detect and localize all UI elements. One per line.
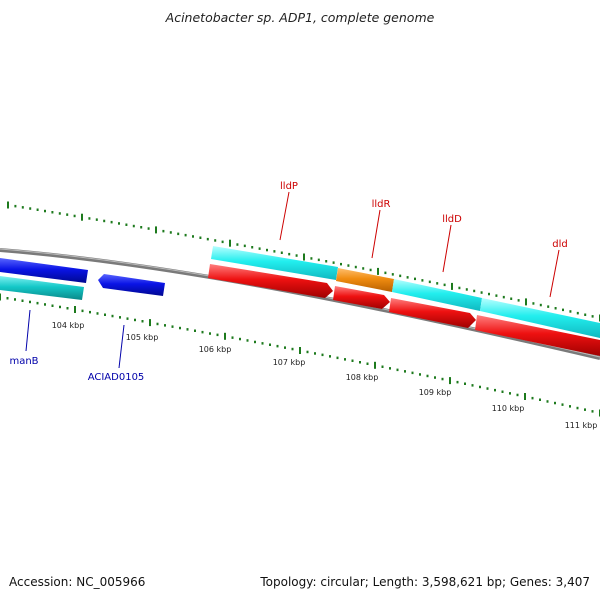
scale-label-109kbp: 109 kbp bbox=[419, 388, 452, 397]
leader-lldP bbox=[279, 191, 290, 241]
scale-label-107kbp: 107 kbp bbox=[273, 358, 306, 367]
gene-feature-lldD-cyan bbox=[392, 279, 482, 311]
scale-label-106kbp: 106 kbp bbox=[199, 345, 232, 354]
gene-feature-aciad0105 bbox=[98, 274, 165, 296]
scale-label-111kbp: 111 kbp bbox=[565, 421, 598, 430]
gene-feature-red-1 bbox=[208, 264, 333, 298]
gene-feature-teal-manB bbox=[0, 276, 84, 300]
gene-feature-lldR-orange bbox=[336, 268, 394, 292]
scale-label-108kbp: 108 kbp bbox=[346, 373, 379, 382]
gene-label-lldD: lldD bbox=[442, 214, 462, 225]
scale-label-110kbp: 110 kbp bbox=[492, 404, 525, 413]
scale-label-105kbp: 105 kbp bbox=[126, 333, 159, 342]
outer-tick-row bbox=[7, 201, 600, 322]
gene-label-lldR: lldR bbox=[372, 199, 391, 210]
gene-label-aciad0105: ACIAD0105 bbox=[88, 372, 145, 383]
gene-feature-red-4 bbox=[475, 315, 600, 356]
gene-label-dld: dld bbox=[552, 239, 567, 250]
topology-text: Topology: circular; Length: 3,598,621 bp… bbox=[260, 575, 590, 589]
gene-feature-red-3 bbox=[389, 298, 476, 328]
leader-dld bbox=[549, 249, 560, 298]
leader-aciad0105 bbox=[118, 324, 125, 369]
gene-feature-lldP-cyan bbox=[211, 246, 338, 280]
leader-lldD bbox=[442, 224, 452, 273]
gene-label-lldP: lldP bbox=[280, 181, 298, 192]
accession-text: Accession: NC_005966 bbox=[9, 575, 146, 589]
gene-feature-dld-cyan bbox=[480, 298, 600, 338]
inner-tick-row bbox=[0, 293, 600, 417]
leader-manB bbox=[25, 309, 31, 352]
gene-feature-red-2 bbox=[333, 286, 390, 309]
scale-label-104kbp: 104 kbp bbox=[52, 321, 85, 330]
leader-lldR bbox=[371, 209, 381, 259]
map-title: Acinetobacter sp. ADP1, complete genome bbox=[165, 10, 435, 25]
gene-feature-blue-left bbox=[0, 258, 88, 283]
gene-label-manB: manB bbox=[9, 356, 38, 367]
